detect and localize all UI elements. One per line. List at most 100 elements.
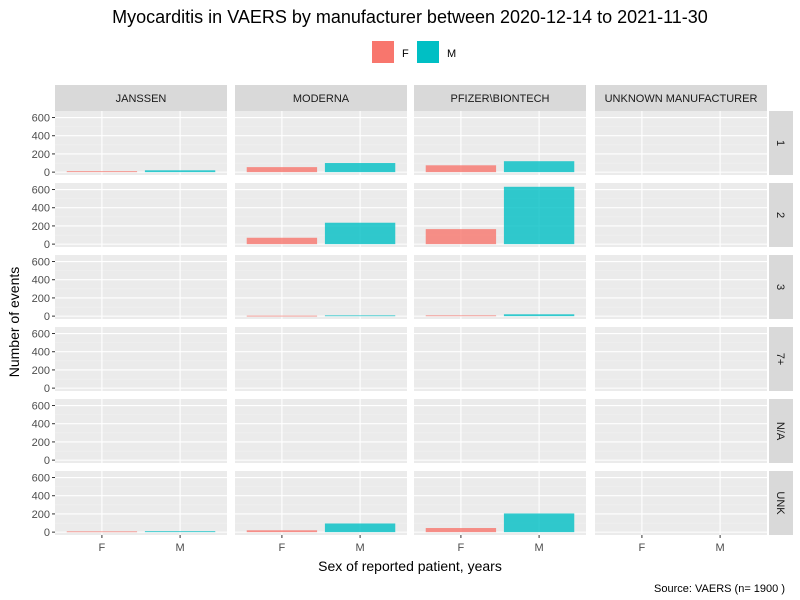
row-strip-3 (769, 255, 793, 319)
x-tick-label-f: F (99, 542, 106, 554)
panel-bg-7-unknown-manufacturer (595, 327, 767, 391)
bar-unk-pfizer-biontech-f (425, 528, 497, 533)
y-axis-title: Number of events (6, 267, 22, 378)
y-tick-label: 600 (32, 113, 50, 125)
panel-bg-n-a-moderna (235, 399, 407, 463)
panel-bg-unk-unknown-manufacturer (595, 471, 767, 535)
y-tick-label: 600 (32, 473, 50, 485)
bar-2-pfizer-biontech-f (425, 229, 497, 245)
legend-swatch-m (417, 41, 439, 63)
y-tick-label: 400 (32, 275, 50, 287)
bar-1-pfizer-biontech-m (503, 161, 575, 173)
facet-grid: JANSSEN MODERNA PFIZER\BIONTECH UNKNOWN MAN… (32, 85, 793, 554)
legend-swatch-f (372, 41, 394, 63)
y-tick-label: 200 (32, 365, 50, 377)
x-axis-title: Sex of reported patient, years (318, 558, 502, 574)
strip-label-janssen: JANSSEN (116, 93, 167, 105)
y-tick-label: 400 (32, 131, 50, 143)
y-tick-label: 0 (44, 311, 50, 323)
panel-bg-7-pfizer-biontech (414, 327, 586, 391)
y-tick-label: 200 (32, 509, 50, 521)
y-tick-label: 400 (32, 347, 50, 359)
bar-3-moderna-f (246, 315, 318, 317)
strip-pfizer-biontech (414, 85, 586, 111)
x-tick-label-f: F (279, 542, 286, 554)
row-strip-unk (769, 471, 793, 535)
row-strip-2 (769, 183, 793, 247)
panel-bg-3-janssen (55, 255, 227, 319)
bar-2-moderna-f (246, 237, 318, 245)
row-strip-1 (769, 111, 793, 175)
panel-bg-n-a-unknown-manufacturer (595, 399, 767, 463)
source-caption: Source: VAERS (n= 1900 ) (654, 583, 785, 595)
panel-bg-n-a-pfizer-biontech (414, 399, 586, 463)
row-strip-label-3: 3 (774, 284, 786, 290)
y-tick-label: 0 (44, 527, 50, 539)
panel-bg-3-moderna (235, 255, 407, 319)
x-tick-label-m: M (716, 542, 725, 554)
y-tick-label: 0 (44, 239, 50, 251)
panel-bg-3-pfizer-biontech (414, 255, 586, 319)
bar-3-moderna-m (324, 315, 396, 317)
strip-label-pfizer-biontech: PFIZER\BIONTECH (450, 93, 549, 105)
bar-1-moderna-f (246, 167, 318, 173)
bar-1-moderna-m (324, 163, 396, 173)
panel-bg-7-janssen (55, 327, 227, 391)
panel-bg-n-a-janssen (55, 399, 227, 463)
bar-2-moderna-m (324, 222, 396, 245)
row-strip-7 (769, 327, 793, 391)
legend-label-m: M (447, 48, 456, 60)
bar-1-janssen-m (144, 170, 216, 173)
x-tick-label-m: M (356, 542, 365, 554)
bar-unk-janssen-m (144, 531, 216, 533)
panel-bg-unk-janssen (55, 471, 227, 535)
bar-1-pfizer-biontech-f (425, 165, 497, 173)
y-tick-label: 200 (32, 293, 50, 305)
row-strip-label-2: 2 (774, 212, 786, 218)
bar-2-pfizer-biontech-m (503, 186, 575, 245)
y-tick-label: 200 (32, 149, 50, 161)
bar-1-janssen-f (66, 171, 138, 173)
panel-bg-7-moderna (235, 327, 407, 391)
row-strip-label-1: 1 (774, 140, 786, 146)
y-tick-label: 200 (32, 221, 50, 233)
y-tick-label: 0 (44, 455, 50, 467)
panel-bg-3-unknown-manufacturer (595, 255, 767, 319)
bar-3-pfizer-biontech-f (425, 315, 497, 317)
y-tick-label: 600 (32, 185, 50, 197)
strip-janssen (55, 85, 227, 111)
bar-unk-pfizer-biontech-m (503, 513, 575, 533)
y-tick-label: 200 (32, 437, 50, 449)
strip-moderna (235, 85, 407, 111)
bar-unk-janssen-f (66, 531, 138, 533)
y-tick-label: 400 (32, 419, 50, 431)
y-tick-label: 0 (44, 167, 50, 179)
x-tick-label-f: F (458, 542, 465, 554)
strip-label-unknown-manufacturer: UNKNOWN MANUFACTURER (605, 93, 758, 105)
strip-label-moderna: MODERNA (293, 93, 350, 105)
row-strip-label-n-a: N/A (774, 422, 786, 441)
legend: F M (372, 41, 456, 63)
y-tick-label: 0 (44, 383, 50, 395)
x-tick-label-m: M (535, 542, 544, 554)
bar-unk-moderna-m (324, 523, 396, 533)
strip-unknown-manufacturer (595, 85, 767, 111)
bar-3-pfizer-biontech-m (503, 314, 575, 317)
x-tick-label-m: M (176, 542, 185, 554)
y-tick-label: 400 (32, 491, 50, 503)
bar-unk-moderna-f (246, 530, 318, 533)
row-strip-n-a (769, 399, 793, 463)
panel-bg-2-unknown-manufacturer (595, 183, 767, 247)
y-tick-label: 600 (32, 329, 50, 341)
legend-label-f: F (402, 48, 409, 60)
row-strip-label-7: 7+ (774, 353, 786, 366)
x-tick-label-f: F (639, 542, 646, 554)
row-strip-label-unk: UNK (774, 491, 786, 515)
panel-bg-2-janssen (55, 183, 227, 247)
y-tick-label: 600 (32, 401, 50, 413)
chart-title: Myocarditis in VAERS by manufacturer bet… (112, 7, 708, 27)
y-tick-label: 400 (32, 203, 50, 215)
panel-bg-1-unknown-manufacturer (595, 111, 767, 175)
y-tick-label: 600 (32, 257, 50, 269)
